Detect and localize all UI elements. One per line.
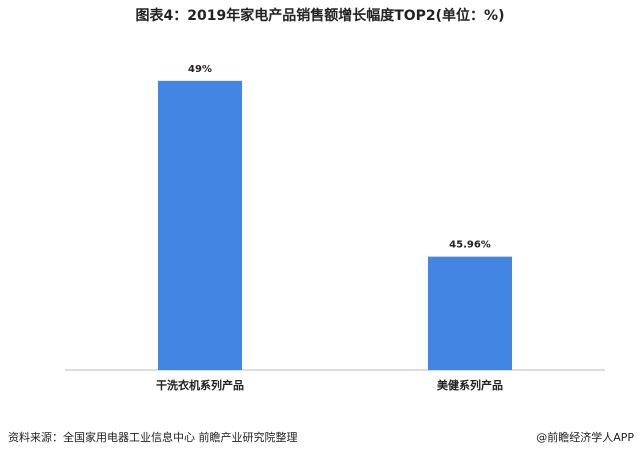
bar (158, 80, 242, 370)
value-label: 49% (188, 64, 212, 75)
credit: @前瞻经济学人APP (536, 430, 634, 444)
chart-title: 图表4：2019年家电产品销售额增长幅度TOP2(单位：%) (136, 7, 505, 24)
x-tick-label: 干洗衣机系列产品 (156, 378, 244, 392)
bar (428, 256, 512, 370)
x-tick-label: 美健系列产品 (437, 378, 503, 392)
source: 资料来源：全国家用电器工业信息中心 前瞻产业研究院整理 (8, 430, 298, 444)
value-label: 45.96% (449, 240, 491, 251)
